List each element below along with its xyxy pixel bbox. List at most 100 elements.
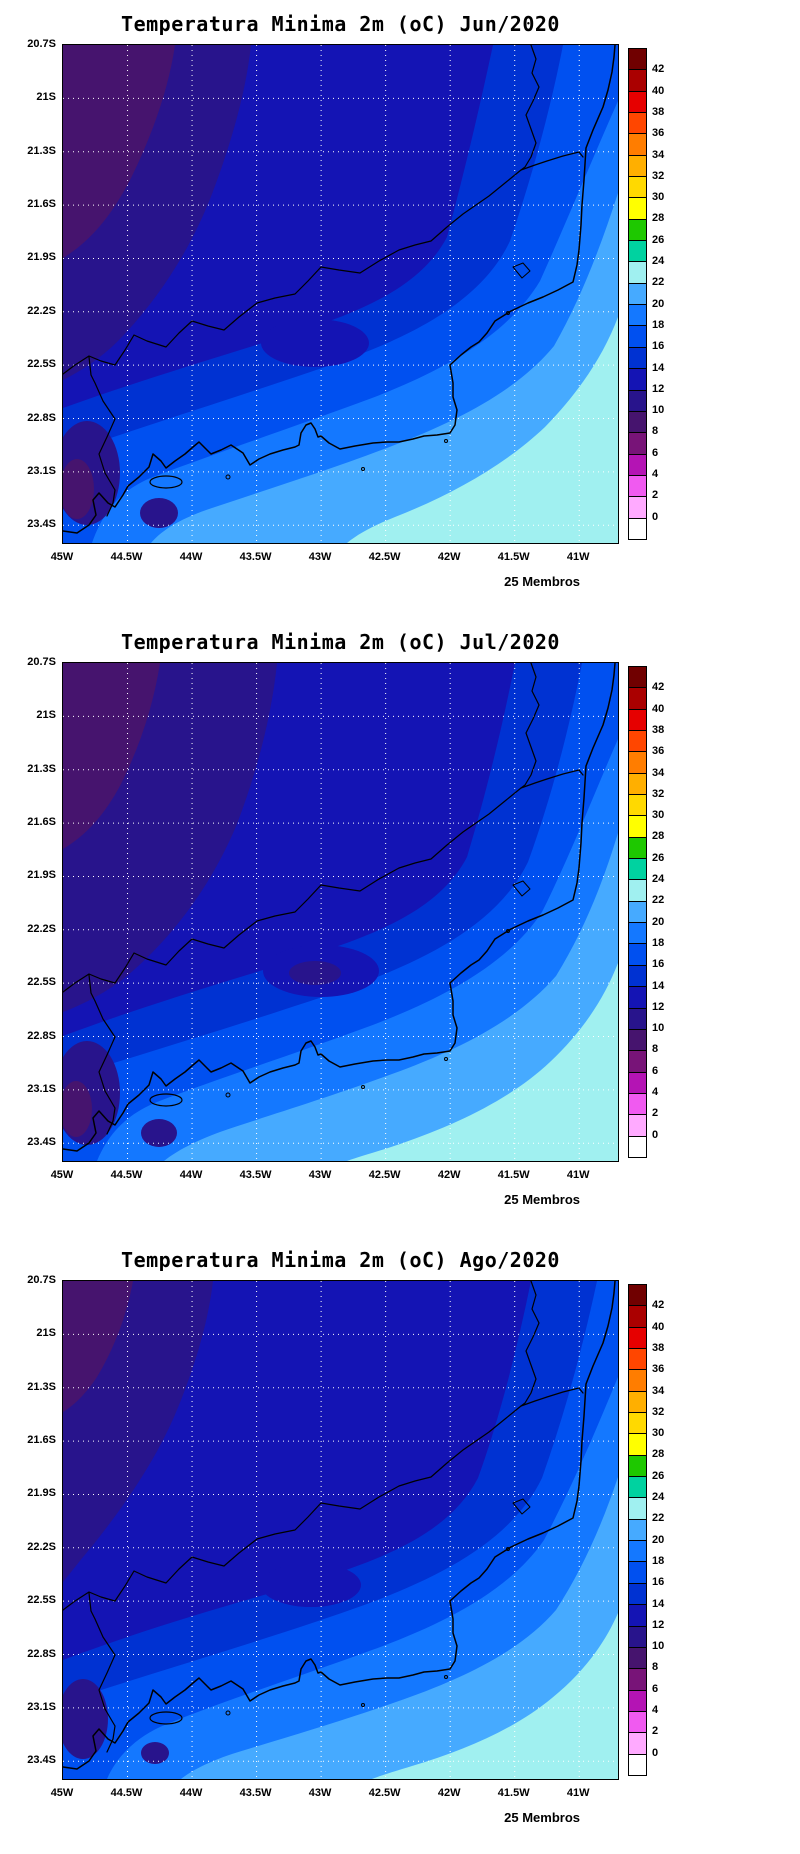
- colorbar-tick-label: 32: [652, 169, 665, 182]
- y-tick-label: 23.1S: [27, 1700, 56, 1713]
- y-tick-label: 21S: [36, 91, 56, 104]
- colorbar-swatch: [629, 1326, 646, 1349]
- y-tick-label: 21.6S: [27, 816, 56, 829]
- y-tick-label: 23.4S: [27, 518, 56, 531]
- colorbar-tick-label: 42: [652, 681, 665, 694]
- colorbar-tick-label: 8: [652, 425, 659, 438]
- cold-pocket: [140, 498, 178, 528]
- colorbar-tick-label: 4: [652, 1704, 659, 1717]
- colorbar-tick-label: 36: [652, 1363, 665, 1376]
- x-tick-label: 43.5W: [239, 1169, 272, 1181]
- colorbar-tick-label: 38: [652, 1341, 665, 1354]
- contour-band-20-22: [164, 833, 618, 1161]
- colorbar-tick-label: 36: [652, 127, 665, 140]
- cold-pocket: [141, 1742, 169, 1764]
- colorbar-swatch: [629, 687, 646, 709]
- colorbar-tick-label: 16: [652, 958, 665, 971]
- colorbar-tick-label: 4: [652, 1086, 659, 1099]
- colorbar-tick-label: 26: [652, 1469, 665, 1482]
- x-tick-label: 42W: [437, 551, 461, 563]
- y-tick-label: 21.9S: [27, 1487, 56, 1500]
- colorbar-swatch: [629, 1604, 646, 1626]
- colorbar-tick-label: 40: [652, 702, 665, 715]
- contour-band-20-22: [181, 1477, 618, 1779]
- y-tick-label: 21.9S: [27, 251, 56, 264]
- colorbar-swatch: [629, 815, 646, 837]
- ensemble-members-label: 25 Membros: [504, 1192, 580, 1207]
- y-tick-label: 22.2S: [27, 304, 56, 317]
- colorbar-swatch: [629, 964, 646, 987]
- y-tick-label: 22.2S: [27, 1540, 56, 1553]
- colorbar-tick-label: 24: [652, 1491, 665, 1504]
- colorbar-tick-label: 20: [652, 915, 665, 928]
- colorbar-tick-label: 6: [652, 446, 659, 459]
- x-tick-label: 41.5W: [497, 1169, 530, 1181]
- y-tick-label: 20.7S: [27, 1274, 56, 1286]
- colorbar-swatch: [629, 1646, 646, 1669]
- colorbar-swatch: [629, 1497, 646, 1519]
- contour-band-22-24: [347, 963, 618, 1161]
- colorbar-swatch: [629, 772, 646, 795]
- colorbar-tick-label: 10: [652, 1022, 665, 1035]
- colorbar-swatch: [629, 1305, 646, 1327]
- colorbar-tick-label: 26: [652, 233, 665, 246]
- x-tick-label: 43.5W: [239, 1787, 272, 1799]
- x-tick-label: 44W: [179, 1787, 203, 1799]
- contour-band-20-22: [151, 193, 618, 543]
- map-frame: [62, 44, 619, 544]
- x-tick-label: 42.5W: [368, 551, 401, 563]
- colorbar-swatch: [629, 730, 646, 752]
- colorbar-tick-label: 28: [652, 830, 665, 843]
- cold-pocket: [141, 1119, 177, 1147]
- x-tick-label: 45W: [50, 551, 74, 563]
- colorbar-tick-label: 42: [652, 1299, 665, 1312]
- colorbar-tick-label: 10: [652, 1640, 665, 1653]
- colorbar: [628, 666, 647, 1158]
- y-tick-label: 22.8S: [27, 1647, 56, 1660]
- colorbar-tick-label: 16: [652, 340, 665, 353]
- colorbar-swatch: [629, 368, 646, 390]
- x-tick-label: 43W: [308, 1169, 332, 1181]
- colorbar-tick-label: 8: [652, 1661, 659, 1674]
- colorbar-tick-label: 20: [652, 297, 665, 310]
- x-tick-label: 43W: [308, 551, 332, 563]
- colorbar-tick-label: 2: [652, 489, 659, 502]
- colorbar-swatch: [629, 1050, 646, 1072]
- colorbar-tick-label: 2: [652, 1107, 659, 1120]
- colorbar-tick-label: 18: [652, 936, 665, 949]
- colorbar-tick-label: 0: [652, 1128, 659, 1141]
- x-tick-label: 42W: [437, 1169, 461, 1181]
- colorbar-swatch: [629, 794, 646, 816]
- colorbar-swatch: [629, 218, 646, 241]
- colorbar-swatch: [629, 346, 646, 369]
- colorbar-swatch: [629, 1540, 646, 1562]
- x-tick-label: 41W: [566, 1787, 590, 1799]
- y-tick-label: 21S: [36, 709, 56, 722]
- x-tick-label: 44W: [179, 1169, 203, 1181]
- colorbar-swatch: [629, 1114, 646, 1136]
- colorbar-swatch: [629, 1732, 646, 1754]
- colorbar-swatch: [629, 282, 646, 305]
- colorbar-swatch: [629, 304, 646, 326]
- colorbar-tick-label: 36: [652, 745, 665, 758]
- colorbar-tick-label: 38: [652, 105, 665, 118]
- colorbar-swatch: [629, 1433, 646, 1455]
- colorbar-tick-label: 14: [652, 361, 665, 374]
- colorbar-swatch: [629, 261, 646, 283]
- colorbar-swatch: [629, 1348, 646, 1370]
- colorbar-tick-label: 22: [652, 1512, 665, 1525]
- colorbar-tick-label: 18: [652, 1554, 665, 1567]
- colorbar-tick-label: 24: [652, 255, 665, 268]
- colorbar-swatch: [629, 943, 646, 965]
- colorbar-tick-label: 12: [652, 1000, 665, 1013]
- colorbar-tick-label: 34: [652, 766, 665, 779]
- colorbar-swatch: [629, 197, 646, 219]
- temperature-map-jun: [63, 45, 618, 543]
- colorbar-swatch: [629, 1028, 646, 1051]
- panel-title: Temperatura Minima 2m (oC) Jul/2020: [121, 630, 560, 654]
- colorbar-tick-label: 34: [652, 1384, 665, 1397]
- colorbar-swatch: [629, 474, 646, 497]
- ensemble-members-label: 25 Membros: [504, 1810, 580, 1825]
- colorbar-swatch: [629, 1369, 646, 1391]
- contour-band-22-24: [372, 1613, 618, 1779]
